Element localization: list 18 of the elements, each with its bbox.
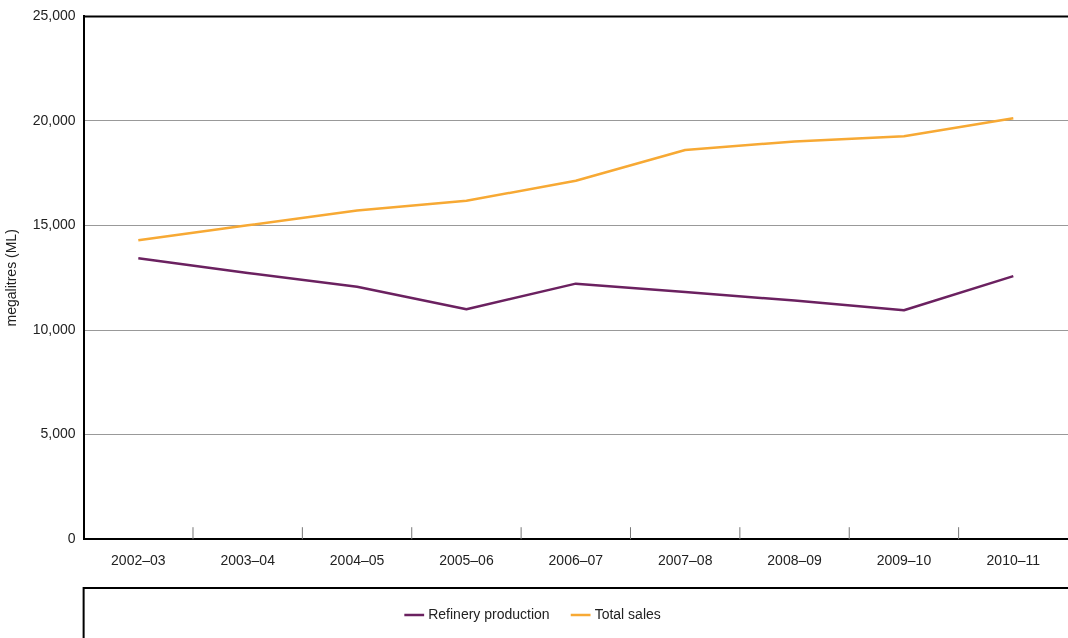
y-tick-label: 20,000	[32, 111, 76, 128]
y-tick-label: 15,000	[32, 216, 76, 233]
legend-label: Total sales	[594, 605, 661, 622]
y-tick-label: 5,000	[40, 425, 76, 442]
legend-label: Refinery production	[428, 605, 550, 622]
y-tick-label: 0	[67, 530, 76, 547]
x-tick-label: 2007–08	[657, 552, 713, 569]
x-tick-label: 2004–05	[329, 552, 385, 569]
x-tick-label: 2008–09	[767, 552, 823, 569]
x-tick-label: 2003–04	[220, 552, 276, 569]
x-tick-label: 2009–10	[876, 552, 932, 569]
y-tick-label: 10,000	[32, 320, 76, 337]
x-tick-label: 2002–03	[111, 552, 166, 569]
x-tick-label: 2010–11	[986, 552, 1041, 569]
y-axis-title: megalitres (ML)	[3, 229, 20, 327]
x-tick-label: 2006–07	[548, 552, 604, 569]
y-tick-label: 25,000	[32, 7, 76, 24]
x-tick-label: 2005–06	[439, 552, 494, 569]
